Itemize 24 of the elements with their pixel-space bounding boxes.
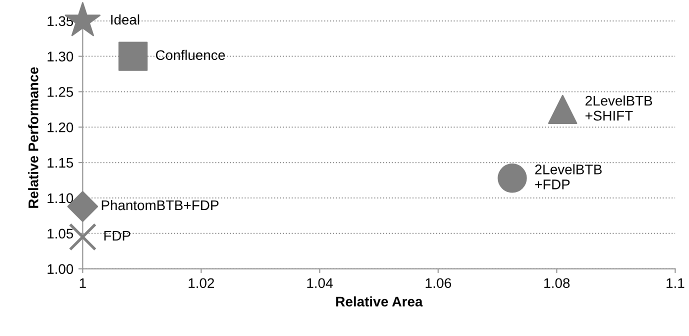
y-tick-label: 1.05 — [48, 228, 74, 239]
x-tick-label: 1 — [80, 278, 86, 288]
series-label: Ideal — [111, 14, 140, 25]
x-tick-label: 1.08 — [544, 278, 570, 288]
x-tick-label: 1.02 — [188, 278, 214, 288]
point — [498, 164, 527, 193]
x-tick-label: 1.1 — [666, 278, 684, 288]
y-tick-label: 1.10 — [48, 193, 74, 204]
y-tick-label: 1.15 — [48, 158, 74, 168]
y-tick-label: 1.00 — [48, 264, 74, 274]
x-tick-label: 1.06 — [426, 278, 452, 288]
series-label: 2LevelBTB +FDP — [535, 164, 602, 190]
series-label: PhantomBTB+FDP — [102, 200, 218, 210]
point — [118, 42, 148, 71]
y-tick-label: 1.30 — [48, 52, 74, 62]
series-label: FDP — [104, 230, 130, 241]
point — [548, 94, 578, 124]
y-axis-title: Relative Performance — [28, 67, 38, 208]
y-tick-label: 1.25 — [48, 87, 74, 97]
x-axis-title: Relative Area — [336, 296, 423, 307]
y-tick-label: 1.20 — [48, 122, 74, 132]
series-label: Confluence — [156, 50, 225, 60]
x-tick-label: 1.04 — [307, 278, 333, 288]
series-label: 2LevelBTB +SHIFT — [586, 95, 652, 121]
